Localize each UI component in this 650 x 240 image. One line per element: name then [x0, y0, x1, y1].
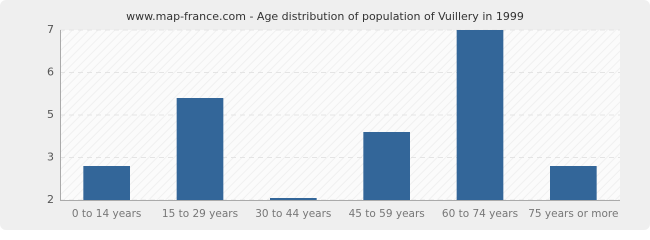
bar [363, 132, 410, 200]
x-tick-label: 75 years or more [528, 208, 618, 220]
x-tick-label: 30 to 44 years [255, 208, 331, 220]
bar [550, 166, 597, 200]
x-tick-label: 0 to 14 years [72, 208, 142, 220]
bar [270, 198, 317, 200]
chart-title: www.map-france.com - Age distribution of… [126, 10, 524, 23]
y-tick-label: 5 [47, 108, 54, 121]
x-tick-label: 45 to 59 years [349, 208, 425, 220]
chart: www.map-france.com - Age distribution of… [0, 0, 650, 230]
bar [176, 98, 224, 200]
y-tick-label: 3 [47, 151, 54, 164]
bar [456, 30, 504, 200]
y-tick-label: 2 [47, 193, 54, 206]
bar [83, 166, 130, 200]
y-tick-label: 6 [47, 66, 54, 79]
x-tick-label: 60 to 74 years [442, 208, 518, 220]
y-tick-label: 7 [47, 23, 54, 36]
x-tick-label: 15 to 29 years [162, 208, 238, 220]
